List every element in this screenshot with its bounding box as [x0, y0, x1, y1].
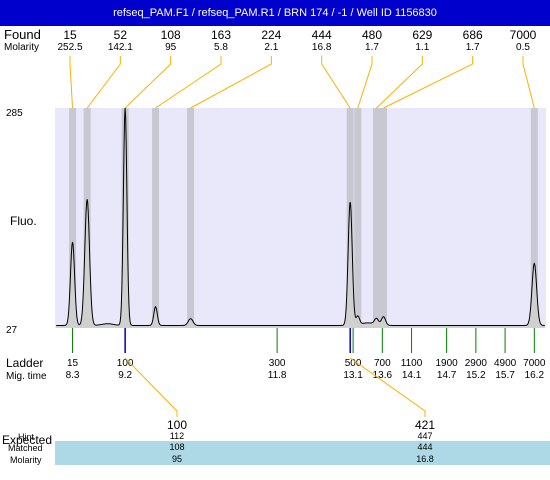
ladder-size-label: 7000	[523, 358, 546, 369]
found-molarity-label: 1.7	[365, 42, 379, 53]
ladder-size-label: 1100	[401, 358, 423, 369]
ladder-size-label: 2900	[465, 358, 488, 369]
ladder-size-label: 700	[374, 358, 391, 369]
found-leader-line	[190, 56, 272, 109]
expected-value: 100	[167, 418, 187, 432]
expected-leader-line	[124, 357, 178, 417]
peak-band	[380, 108, 388, 328]
hint-value: 447	[417, 431, 432, 441]
peak-band	[354, 108, 362, 328]
found-leader-line	[383, 56, 474, 109]
ladder-time-label: 11.8	[268, 370, 287, 381]
found-size-label: 163	[211, 28, 231, 42]
found-molarity-label: 1.7	[466, 42, 480, 53]
found-size-label: 52	[114, 28, 128, 42]
chart-title: refseq_PAM.F1 / refseq_PAM.R1 / BRN 174 …	[0, 0, 550, 26]
leader-lines-top	[69, 56, 535, 109]
ladder-time-label: 13.1	[343, 370, 363, 381]
ladder-size-label: 1900	[436, 358, 459, 369]
found-molarity-label: 252.5	[57, 42, 82, 53]
found-molarity-label: 95	[165, 42, 177, 53]
matched-value: 444	[417, 442, 432, 452]
ladder-time-label: 9.2	[118, 370, 132, 381]
expected-label: Expected	[2, 433, 52, 447]
peak-band	[187, 108, 195, 328]
matched-row-highlight	[55, 441, 550, 453]
y-tick-max: 285	[6, 108, 23, 119]
found-leader-line	[69, 56, 74, 109]
ladder-size-label: 500	[345, 358, 362, 369]
expected-leader-line	[349, 357, 426, 417]
found-size-label: 686	[463, 28, 483, 42]
y-tick-min: 27	[6, 325, 18, 336]
found-molarity-label: 142.1	[108, 42, 133, 53]
plot-area	[55, 108, 546, 328]
ladder-time-label: 14.7	[437, 370, 457, 381]
hint-label: Hint	[18, 432, 35, 442]
peak-band	[530, 108, 538, 328]
peak-band	[152, 108, 160, 328]
peak-band	[69, 108, 77, 328]
molarity-row-highlight	[55, 453, 550, 465]
ladder-size-label: 4900	[494, 358, 517, 369]
found-size-label: 444	[312, 28, 332, 42]
ladder-size-label: 300	[269, 358, 286, 369]
found-label: Found	[4, 27, 41, 42]
found-leader-line	[86, 56, 121, 109]
found-leader-line	[321, 56, 351, 109]
expected-value: 421	[415, 418, 435, 432]
found-size-label: 15	[63, 28, 77, 42]
molarity-bottom-label: Molarity	[10, 455, 42, 465]
hint-value: 112	[170, 431, 184, 441]
found-molarity-label: 1.1	[415, 42, 429, 53]
found-size-label: 224	[261, 28, 281, 42]
found-molarity-label: 0.5	[516, 42, 530, 53]
ladder-time-label: 15.2	[466, 370, 486, 381]
found-size-label: 629	[412, 28, 432, 42]
found-leader-line	[522, 56, 535, 109]
ladder-time-label: 16.2	[525, 370, 545, 381]
ladder-label: Ladder	[6, 356, 43, 370]
peak-band	[372, 108, 380, 328]
expected-molarity-value: 16.8	[416, 454, 434, 464]
found-molarity-label: 5.8	[214, 42, 228, 53]
ladder-time-label: 15.7	[495, 370, 515, 381]
ladder-size-label: 100	[117, 358, 134, 369]
expected-molarity-value: 95	[172, 454, 182, 464]
trace-line	[56, 107, 545, 326]
found-leader-line	[155, 56, 222, 109]
mig-time-label: Mig. time	[6, 371, 47, 382]
molarity-label: Molarity	[4, 42, 39, 53]
y-axis-label: Fluo.	[10, 214, 37, 228]
found-molarity-label: 16.8	[312, 42, 332, 53]
electropherogram-chart: Found Molarity 15252.552142.1108951635.8…	[2, 27, 550, 465]
matched-label: Matched	[8, 443, 43, 453]
found-leader-line	[124, 56, 172, 109]
ladder-size-label: 15	[67, 358, 79, 369]
found-size-label: 7000	[510, 28, 537, 42]
matched-value: 108	[169, 442, 184, 452]
ladder-time-label: 14.1	[402, 370, 422, 381]
ladder-time-label: 8.3	[66, 370, 80, 381]
ladder-time-label: 13.6	[373, 370, 393, 381]
found-molarity-label: 2.1	[264, 42, 278, 53]
found-leader-line	[376, 56, 423, 109]
found-size-label: 108	[161, 28, 181, 42]
found-size-label: 480	[362, 28, 382, 42]
leader-lines-bottom	[124, 328, 426, 417]
found-leader-line	[357, 56, 373, 109]
